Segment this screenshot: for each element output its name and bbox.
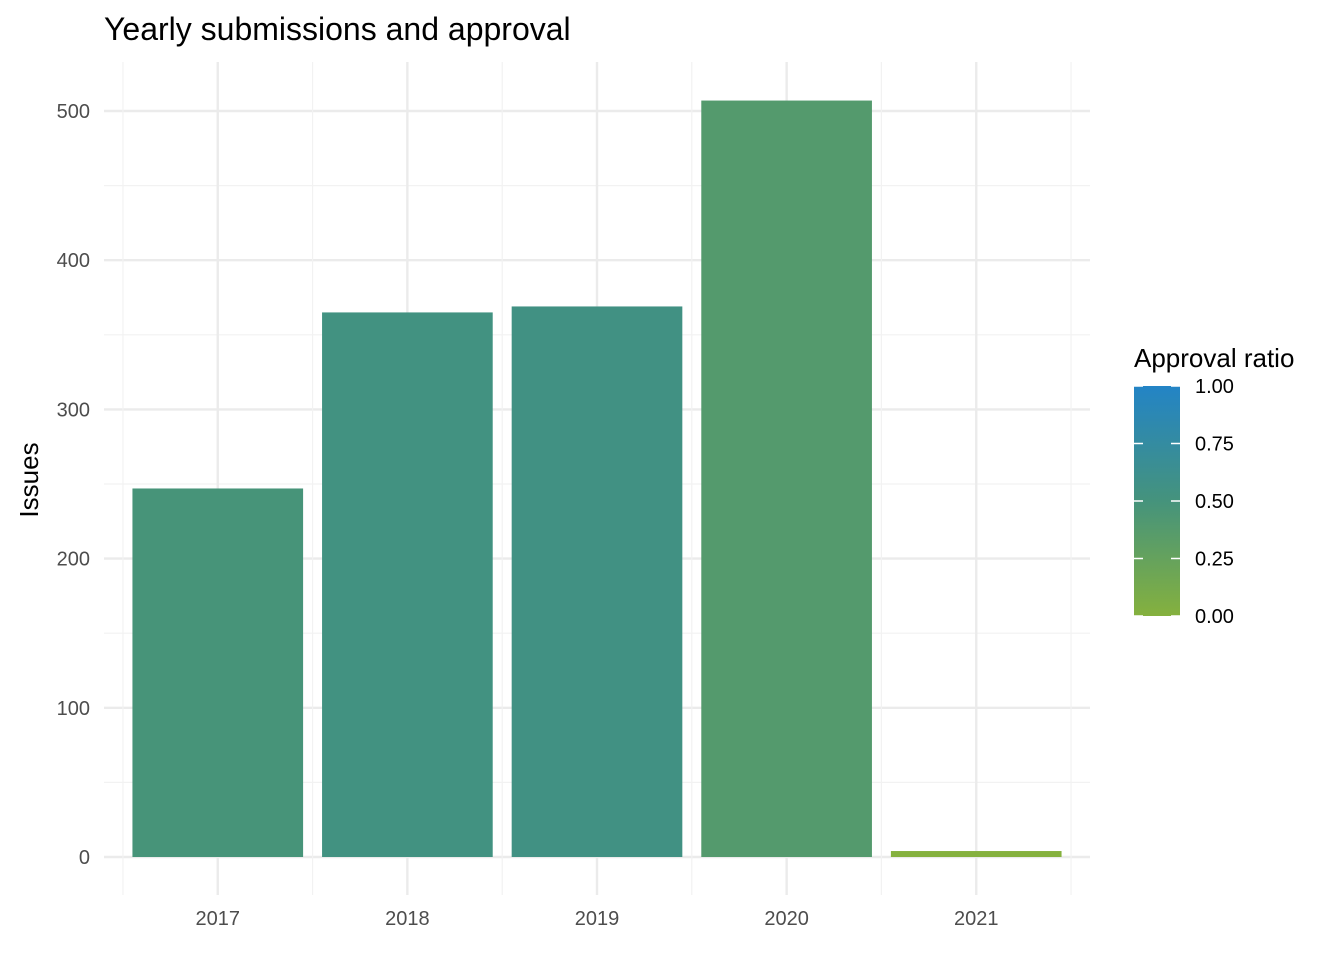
legend-tick-label: 0.25: [1195, 549, 1234, 571]
legend-tick-label: 1.00: [1195, 376, 1234, 398]
x-tick-label: 2017: [196, 908, 241, 930]
x-tick-label: 2018: [385, 908, 430, 930]
y-tick-label: 200: [57, 549, 90, 571]
x-tick-label: 2019: [575, 908, 620, 930]
y-tick-label: 300: [57, 399, 90, 421]
x-axis-ticks: 2017 2018 2019 2020 2021: [196, 908, 999, 930]
y-axis-title: Issues: [14, 442, 44, 517]
y-tick-label: 100: [57, 698, 90, 720]
y-tick-label: 0: [79, 847, 90, 869]
legend-ticks: 0.00 0.25 0.50 0.75 1.00: [1134, 376, 1234, 628]
y-axis-ticks: 0 100 200 300 400 500: [57, 101, 90, 869]
legend-tick-label: 0.75: [1195, 434, 1234, 456]
legend-tick-label: 0.00: [1195, 606, 1234, 628]
bar-2017: [132, 488, 304, 857]
bar-2018: [322, 312, 493, 857]
x-tick-label: 2021: [954, 908, 999, 930]
legend-title: Approval ratio: [1134, 343, 1294, 373]
legend-tick-label: 0.50: [1195, 491, 1234, 513]
y-tick-label: 400: [57, 250, 90, 272]
y-tick-label: 500: [57, 101, 90, 123]
x-tick-label: 2020: [764, 908, 809, 930]
legend: Approval ratio 0.00 0.25 0.50 0.75 1.00: [1134, 343, 1294, 628]
bars: [132, 100, 1062, 857]
bar-2020: [701, 100, 872, 857]
bar-2019: [511, 306, 683, 857]
bar-2021: [890, 851, 1062, 857]
chart-title: Yearly submissions and approval: [104, 11, 571, 47]
